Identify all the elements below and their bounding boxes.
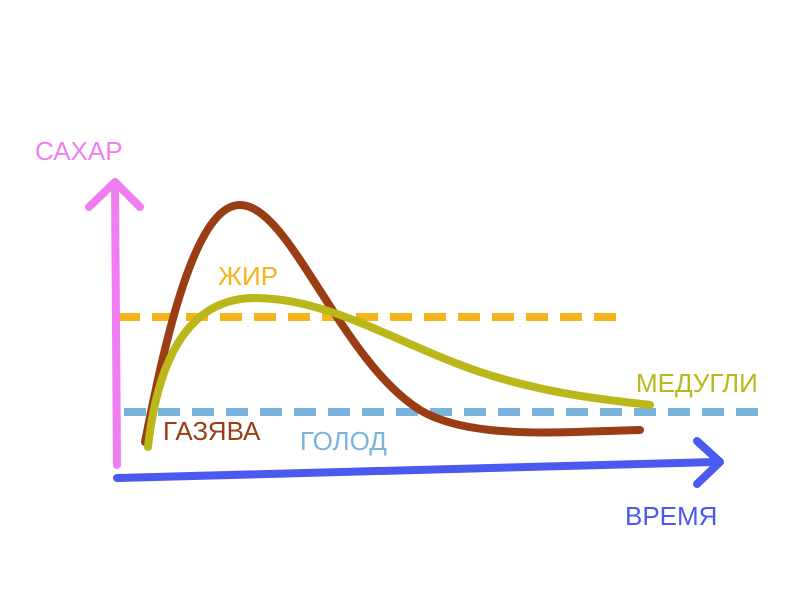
x-axis-arrow — [693, 437, 724, 488]
x-axis — [113, 458, 720, 482]
x-axis-label: ВРЕМЯ — [625, 501, 717, 531]
y-axis-arrow — [85, 178, 144, 211]
fat-label: ЖИР — [218, 261, 278, 291]
soda-curve — [141, 200, 644, 446]
slow-carbs-curve — [144, 293, 654, 451]
y-axis — [111, 182, 121, 469]
slow-carbs-label: МЕДУГЛИ — [636, 368, 758, 398]
soda-label: ГАЗЯВА — [163, 416, 261, 446]
hunger-label: ГОЛОД — [300, 426, 387, 456]
y-axis-label: САХАР — [35, 136, 123, 166]
